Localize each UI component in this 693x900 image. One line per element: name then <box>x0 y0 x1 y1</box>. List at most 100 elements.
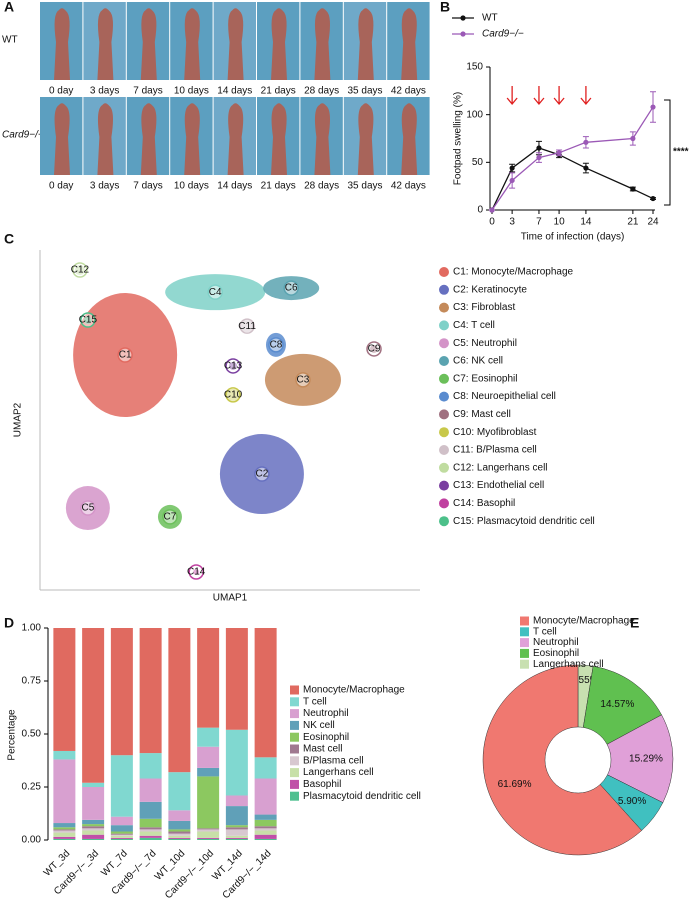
legend-swatch <box>290 720 299 730</box>
legend-swatch <box>520 648 529 658</box>
legend-label: Langerhans cell <box>303 767 374 778</box>
photo-paw <box>184 8 201 81</box>
bar-segment <box>168 829 191 832</box>
bar-segment <box>225 825 248 828</box>
y-axis-title: UMAP2 <box>13 402 24 437</box>
panel-label: A <box>4 0 14 15</box>
cluster-label: C5 <box>81 503 94 514</box>
legend-marker <box>439 409 449 420</box>
y-tick-label: 100 <box>466 109 483 120</box>
legend-marker <box>439 373 449 384</box>
point <box>489 207 495 213</box>
cluster-center <box>366 341 382 357</box>
photo-paw <box>140 8 157 81</box>
legend-swatch <box>290 697 299 707</box>
photo-paw <box>97 103 114 175</box>
significance-bracket <box>664 99 671 206</box>
legend-label: C14: Basophil <box>453 498 515 509</box>
point <box>650 195 656 202</box>
cluster-label: C11 <box>238 321 256 332</box>
photo-paw <box>357 103 374 175</box>
y-tick-label: 0.75 <box>22 676 42 687</box>
day-label: 35 days <box>347 86 382 97</box>
bar-segment <box>254 757 277 779</box>
arrow <box>533 86 545 106</box>
bar-segment <box>168 835 191 838</box>
bar-segment <box>139 818 162 828</box>
series-line <box>491 106 654 211</box>
bar-segment <box>168 628 191 773</box>
legend-label: T cell <box>533 626 557 637</box>
bar-segment <box>110 816 133 826</box>
legend-label: C15: Plasmacytoid dendritic cell <box>453 516 595 527</box>
y-tick-label: 0.50 <box>22 729 42 740</box>
bar-segment <box>53 827 76 830</box>
cluster-label: C8 <box>270 340 283 351</box>
photo-paw <box>227 103 244 175</box>
x-tick-label: 3 <box>509 217 515 228</box>
bar-segment <box>168 810 191 821</box>
day-label: 35 days <box>347 181 382 192</box>
cluster-center <box>295 372 311 388</box>
bar-segment <box>53 836 76 839</box>
legend-label: T cell <box>303 696 327 707</box>
photo-paw <box>357 8 374 81</box>
bar-segment <box>139 827 162 830</box>
legend-swatch <box>290 756 299 766</box>
bar-segment <box>254 826 277 829</box>
legend-label: Monocyte/Macrophage <box>533 616 635 627</box>
cluster-label: C13 <box>224 361 243 372</box>
legend-marker <box>439 267 449 277</box>
bar-segment <box>139 835 162 838</box>
bar-segment <box>139 628 162 754</box>
legend-marker <box>439 338 449 349</box>
point <box>583 165 589 171</box>
x-tick-label: 7 <box>536 217 542 228</box>
bar-segment <box>82 834 105 839</box>
bar-segment <box>197 831 220 838</box>
photo-paw <box>271 8 287 81</box>
bar-segment <box>139 829 162 832</box>
x-tick-label: 24 <box>647 217 659 228</box>
legend-marker <box>460 31 466 37</box>
bar-segment <box>168 833 191 836</box>
bar-segment <box>82 787 105 820</box>
day-label: 42 days <box>391 181 426 192</box>
point <box>509 177 515 184</box>
cluster-label: C10 <box>224 389 243 400</box>
day-label: 3 days <box>90 86 119 97</box>
day-label: 10 days <box>174 86 209 97</box>
legend-swatch <box>290 779 299 789</box>
legend-label: Eosinophil <box>533 648 579 659</box>
bar-segment <box>168 772 191 811</box>
x-axis-title: Time of infection (days) <box>521 232 625 243</box>
bar-segment <box>53 823 76 828</box>
day-label: 7 days <box>133 181 162 192</box>
significance: **** <box>673 147 689 158</box>
cluster-label: C14 <box>187 567 206 578</box>
bar-segment <box>225 628 248 730</box>
pie-slice <box>606 714 674 803</box>
bar-segment <box>225 837 248 839</box>
arrow <box>506 86 518 106</box>
legend-label: C9: Mast cell <box>453 409 511 420</box>
cluster-label: C9 <box>368 344 381 355</box>
photo-paw <box>97 8 114 81</box>
bar-segment <box>254 628 277 758</box>
bar-segment <box>110 834 133 836</box>
legend-swatch <box>290 791 299 801</box>
legend-label: C12: Langerhans cell <box>453 462 548 473</box>
slice-label: 2.55% <box>570 675 598 686</box>
legend-label: B/Plasma cell <box>303 755 364 766</box>
cluster-center <box>188 564 204 580</box>
legend-label: C3: Fibroblast <box>453 302 515 313</box>
bar-segment <box>168 820 191 830</box>
bar-segment <box>225 795 248 807</box>
bar-segment <box>197 837 220 839</box>
y-tick-label: 0.25 <box>22 782 42 793</box>
photo-paw <box>314 103 331 175</box>
bar-segment <box>225 829 248 836</box>
point <box>630 186 636 192</box>
panel-label: E <box>630 615 639 631</box>
arrow <box>553 86 565 106</box>
